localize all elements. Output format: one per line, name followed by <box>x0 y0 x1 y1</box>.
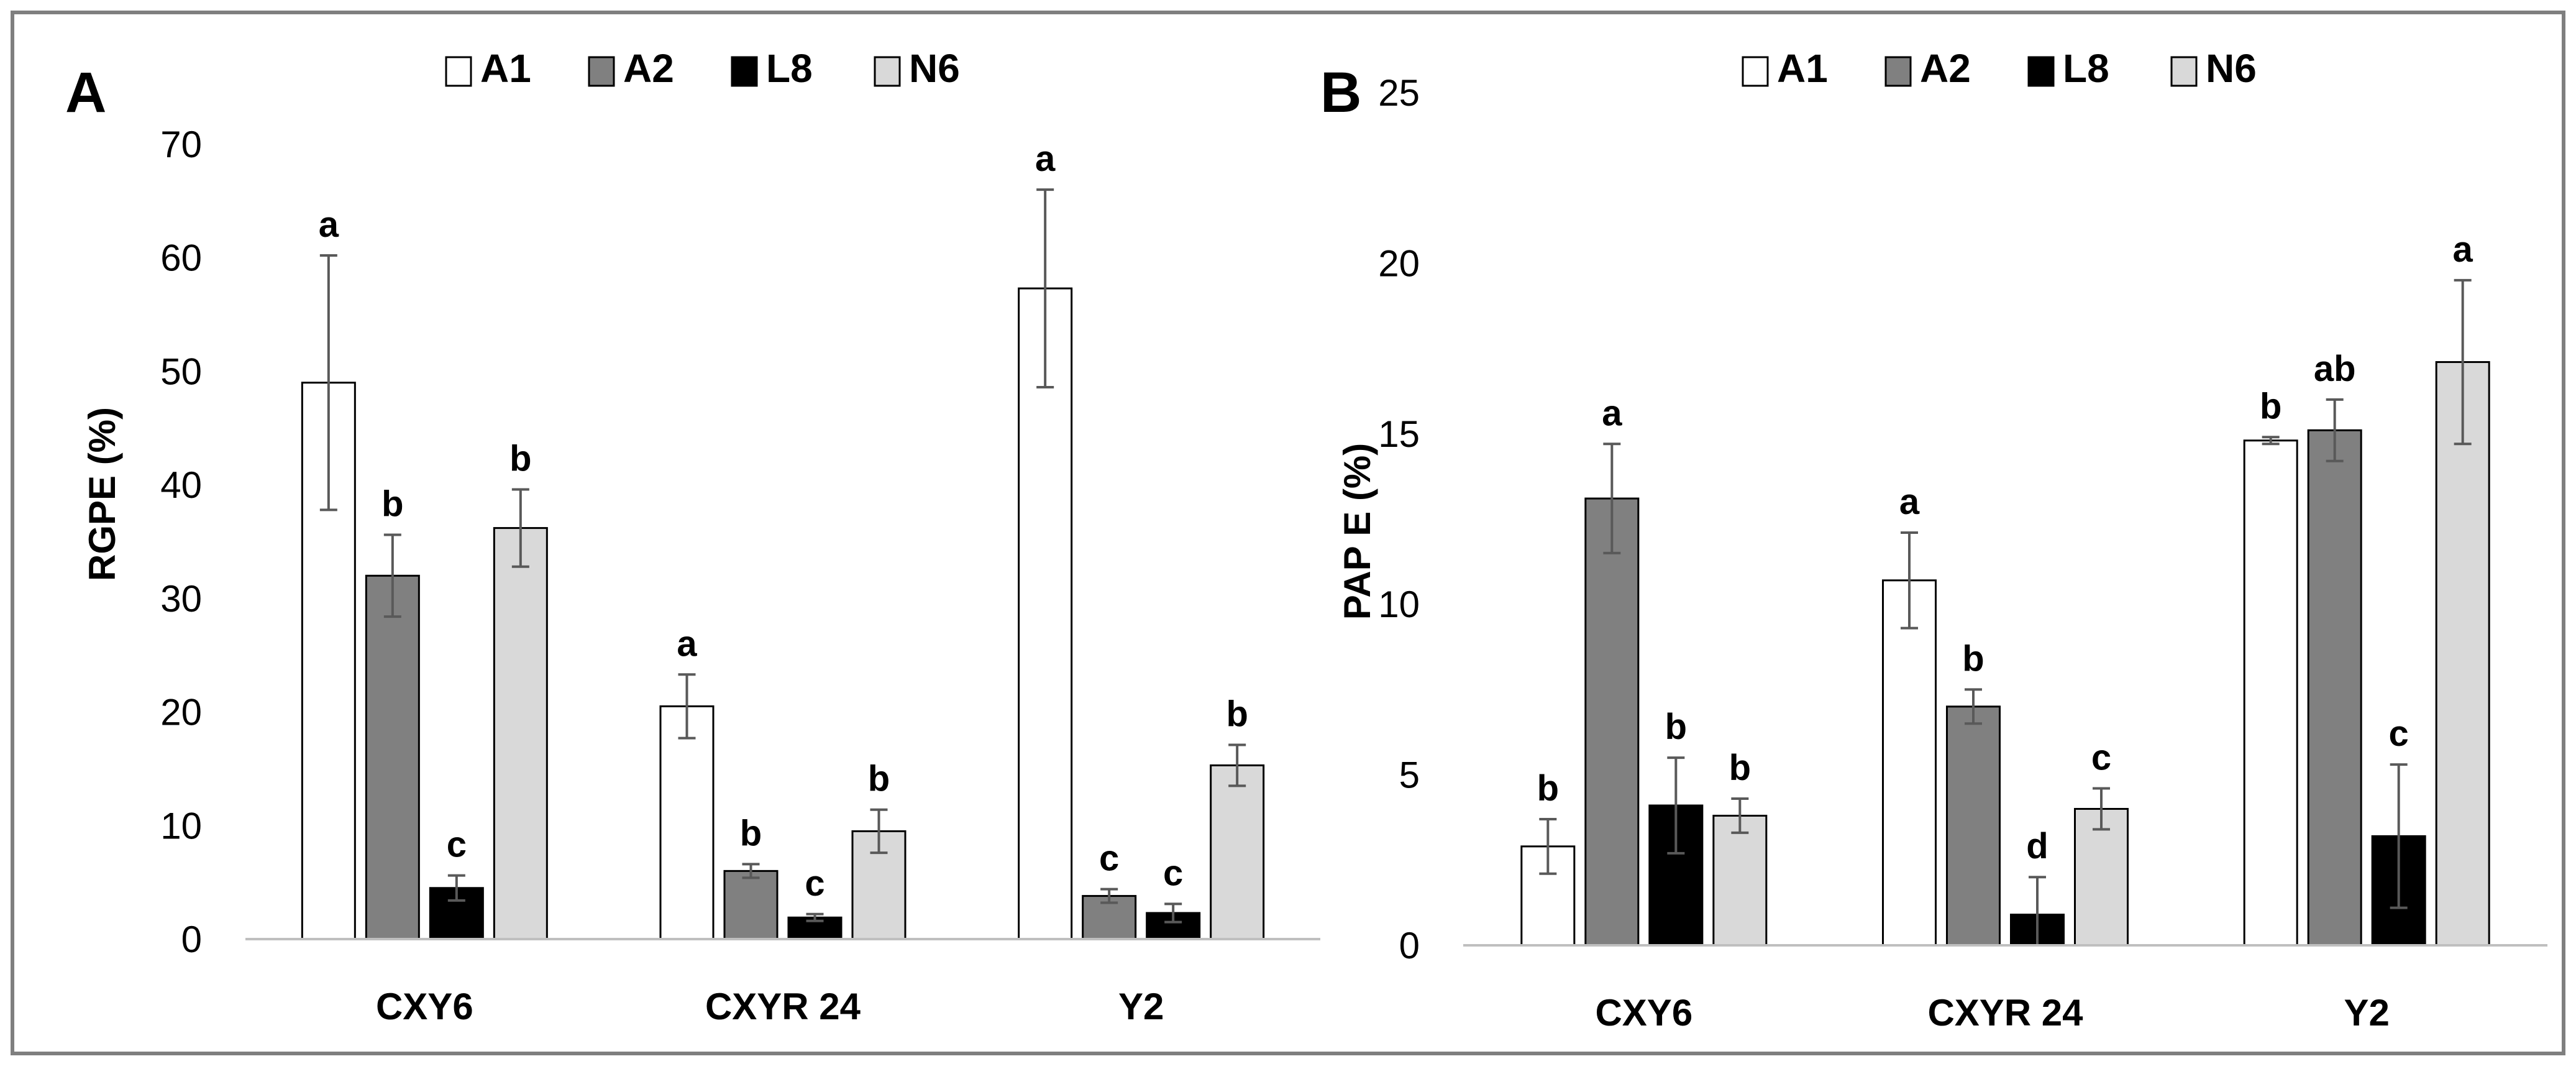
significance-letter: c <box>805 863 824 904</box>
significance-letter: b <box>1729 748 1751 788</box>
y-tick-label: 20 <box>1378 242 1420 284</box>
legend-swatch-l8 <box>731 56 758 87</box>
legend-label-a2: A2 <box>623 46 674 91</box>
bar-a2 <box>723 869 779 940</box>
y-axis-title-b: PAP E (%) <box>1336 443 1378 620</box>
significance-letter: a <box>1899 482 1920 522</box>
y-tick-label: 20 <box>160 692 202 733</box>
category-label: Y2 <box>2344 992 2389 1034</box>
bar-n6 <box>493 527 548 940</box>
bar-a1 <box>1018 287 1073 940</box>
bar-n6 <box>1712 814 1768 947</box>
bar-n6 <box>2074 807 2129 947</box>
significance-letter: d <box>2026 826 2048 866</box>
legend-swatch-a2 <box>588 56 615 87</box>
significance-letter: a <box>1035 139 1056 179</box>
y-tick-label: 10 <box>160 805 202 846</box>
legend-label-a2: A2 <box>1920 46 1971 91</box>
legend-swatch-n6 <box>2170 56 2198 87</box>
significance-letter: ab <box>2314 349 2356 389</box>
bar-n6 <box>2435 361 2490 947</box>
category-label: CXY6 <box>376 986 473 1027</box>
legend-label-l8: L8 <box>766 46 813 91</box>
bar-n6 <box>1210 764 1265 940</box>
y-tick-label: 15 <box>1378 413 1420 455</box>
category-label: CXYR 24 <box>1927 992 2083 1034</box>
y-tick-label: 10 <box>1378 584 1420 625</box>
y-tick-label: 50 <box>160 351 202 392</box>
significance-letter: b <box>740 813 762 853</box>
significance-letter: b <box>1665 707 1687 747</box>
y-tick-label: 70 <box>160 124 202 165</box>
significance-letter: c <box>1163 853 1183 893</box>
significance-letter: b <box>509 438 531 479</box>
legend-swatch-n6 <box>874 56 901 87</box>
bar-a2 <box>1946 705 2001 947</box>
significance-letter: a <box>1602 393 1622 433</box>
bar-a1 <box>2243 439 2298 947</box>
significance-letter: c <box>447 825 467 865</box>
y-tick-label: 0 <box>1399 925 1420 966</box>
bar-a1 <box>659 705 715 940</box>
y-tick-label: 0 <box>181 919 202 960</box>
bar-a2 <box>2307 429 2362 947</box>
significance-letter: b <box>2260 386 2281 426</box>
figure-border <box>11 11 2565 1055</box>
legend-swatch-l8 <box>2027 56 2055 87</box>
significance-letter: b <box>868 759 890 799</box>
panel-letter-a: A <box>65 61 106 124</box>
significance-letter: b <box>1226 694 1248 735</box>
category-label: CXYR 24 <box>705 986 861 1027</box>
significance-letter: c <box>2389 713 2409 754</box>
legend-label-a1: A1 <box>1777 46 1828 91</box>
significance-letter: b <box>1537 768 1559 809</box>
significance-letter: c <box>1099 838 1119 879</box>
y-tick-label: 60 <box>160 237 202 279</box>
y-tick-label: 25 <box>1378 72 1420 114</box>
legend-label-a1: A1 <box>480 46 531 91</box>
bar-a1 <box>1882 579 1937 947</box>
category-label: CXY6 <box>1595 992 1692 1034</box>
legend-label-n6: N6 <box>2206 46 2257 91</box>
significance-letter: a <box>319 204 339 245</box>
legend-label-l8: L8 <box>2063 46 2109 91</box>
y-tick-label: 5 <box>1399 755 1420 796</box>
panel-letter-b: B <box>1320 61 1361 124</box>
bar-a2 <box>365 574 420 940</box>
significance-letter: c <box>2091 738 2111 778</box>
significance-letter: b <box>381 484 403 525</box>
bar-a2 <box>1584 497 1640 947</box>
significance-letter: b <box>1962 638 1984 679</box>
legend-swatch-a1 <box>445 56 472 87</box>
legend-swatch-a1 <box>1742 56 1769 87</box>
chart-panel-a: 0 10 20 30 40 50 60 70 CXY6 a b c b CXYR 24 a b c b Y2 a c c b… <box>160 46 1320 1027</box>
legend-label-n6: N6 <box>909 46 960 91</box>
y-tick-label: 30 <box>160 578 202 620</box>
significance-letter: a <box>2453 229 2473 270</box>
y-axis-title-a: RGPE (%) <box>81 407 123 581</box>
category-label: Y2 <box>1118 986 1164 1027</box>
significance-letter: a <box>677 623 697 664</box>
legend-swatch-a2 <box>1884 56 1912 87</box>
y-tick-label: 40 <box>160 464 202 506</box>
